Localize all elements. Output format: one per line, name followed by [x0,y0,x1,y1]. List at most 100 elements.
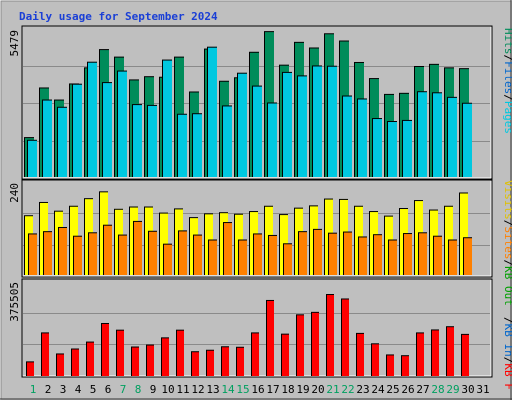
day-label: 13 [206,383,219,396]
day-label: 29 [446,383,459,396]
kbytes-bar [237,347,244,376]
files-bar [58,107,67,177]
kbytes-bar [117,330,124,376]
panel-visits-sites [21,179,493,278]
legend-bot: /KB In/KB F [502,317,512,390]
kbytes-bar [222,347,229,376]
legend-hits: Hits [502,28,512,55]
day-label: 22 [341,383,354,396]
sites-bar [149,231,157,275]
files-bar [28,140,37,177]
sites-bar [119,235,127,275]
day-label: 23 [356,383,369,396]
sites-bar [104,225,112,275]
legend-files: Files [502,61,512,94]
visits-bar [460,193,468,275]
day-label: 14 [221,383,235,396]
legend-sep: / [502,317,512,324]
kbytes-bar [447,327,454,376]
legend-sep: / [502,94,512,101]
files-bar [163,60,172,177]
kbytes-bar [177,330,184,376]
files-bar [148,105,157,177]
legend-sep: / [502,357,512,364]
sites-bar [419,233,427,275]
files-bar [358,99,367,177]
day-label: 27 [416,383,429,396]
day-label: 25 [386,383,399,396]
day-label: 31 [476,383,489,396]
kbytes-bar [132,347,139,376]
legend-sites: Sites [502,226,512,259]
x-axis-day-labels: 1 2 3 4 5 6 7 8 9 10 11 12 13 14 15 16 17 18 19 20 21 22 23 24 2… [30,383,490,396]
files-bar [388,121,397,177]
files-bar [298,76,307,177]
files-bar [283,72,292,177]
day-label: 2 [45,383,52,396]
legend-sep: / [502,55,512,62]
files-bar [313,66,322,177]
day-label: 5 [90,383,97,396]
sites-bar [449,240,457,275]
files-bar [193,114,202,177]
sites-bar [269,235,277,275]
sites-bar [434,236,442,275]
day-label: 8 [135,383,142,396]
legend-kb-in: KB In [502,324,512,357]
sites-bar [194,235,202,275]
day-label: 28 [431,383,444,396]
panel-kbytes [21,278,493,378]
files-bar [448,97,457,177]
day-label: 6 [105,383,112,396]
sites-bar [329,233,337,275]
kbytes-bar [207,350,214,376]
files-bar [418,92,427,177]
chart-title: Daily usage for September 2024 [19,10,218,23]
kbytes-bar [87,342,94,376]
files-bar [118,71,127,177]
sites-bar [59,227,67,275]
bot-axis-max-label: 375505 [8,282,21,322]
legend-top: Hits/Files/Pages [502,28,512,134]
kbytes-bar [102,323,109,376]
kbytes-bar [282,334,289,376]
kbytes-bar [432,330,439,376]
day-label: 21 [326,383,339,396]
kbytes-bar [297,315,304,376]
files-bar [178,114,187,177]
day-label: 15 [236,383,249,396]
day-label: 10 [161,383,174,396]
day-label: 20 [311,383,324,396]
sites-bar [374,235,382,275]
legend-sep: / [502,220,512,227]
day-label: 24 [371,383,385,396]
files-bar [88,62,97,177]
files-bar [73,84,82,177]
kbytes-bar [162,338,169,376]
files-bar [43,100,52,177]
legend-sep: / [502,260,512,267]
panel-bot-bars [26,294,469,376]
panel-top-bars [24,31,472,178]
files-bar [268,103,277,177]
sites-bar [164,244,172,275]
files-bar [373,119,382,177]
day-label: 12 [191,383,204,396]
day-label: 3 [60,383,67,396]
files-bar [403,120,412,177]
mid-axis-max-label: 240 [8,183,21,203]
sites-bar [314,229,322,275]
sites-bar [29,234,37,275]
legend-kb-out: KB Out [502,266,512,306]
day-label: 18 [281,383,294,396]
day-label: 16 [251,383,264,396]
kbytes-bar [42,333,49,376]
sites-bar [464,238,472,275]
files-bar [328,66,337,177]
files-bar [253,86,262,177]
files-bar [343,96,352,177]
sites-bar [404,234,412,275]
kbytes-bar [417,333,424,376]
panel-pages-files-hits [21,25,493,180]
